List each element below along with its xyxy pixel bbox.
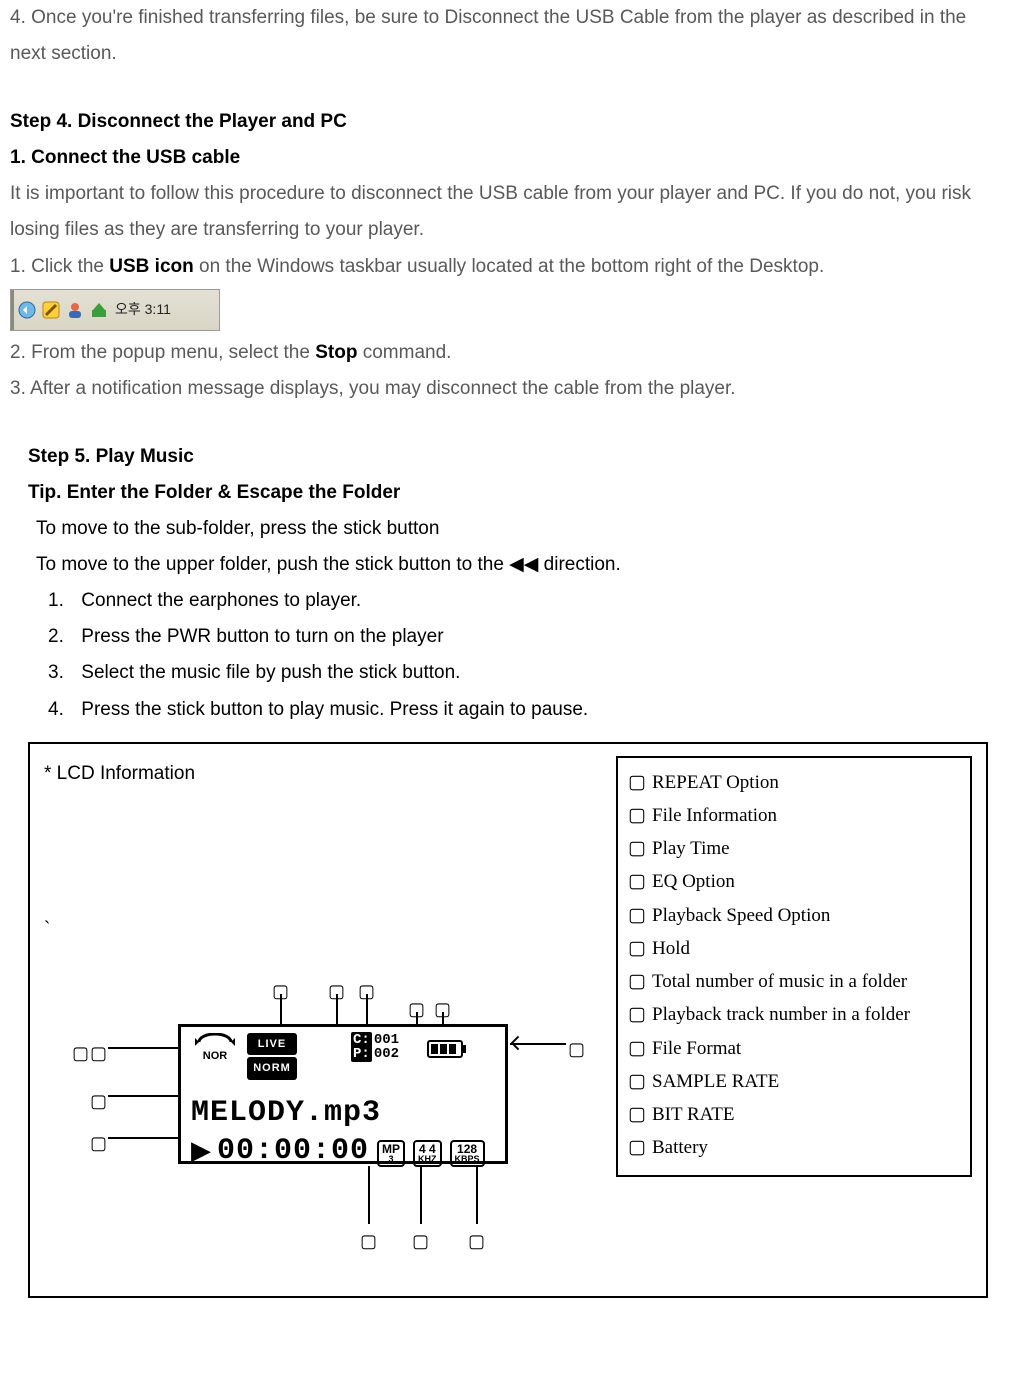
legend-item: ▢Total number of music in a folder	[628, 965, 960, 998]
step4-l2b: Stop	[315, 342, 357, 363]
step4-l1a: 1. Click the	[10, 256, 109, 277]
step4-p1: It is important to follow this procedure…	[10, 176, 1003, 248]
callout-12: ▢	[568, 1032, 585, 1066]
step4-heading: Step 4. Disconnect the Player and PC	[10, 104, 1003, 140]
lcd-eq: LIVE NORM	[247, 1033, 297, 1083]
lcd-diagram: ▢ ▢ ▢ ▢ ▢ ▢ ▢ ▢ ▢ ▢ ▢ ▢ ▢	[58, 974, 578, 1274]
tray-time: 오후 3:11	[115, 296, 171, 323]
pen-icon	[41, 300, 61, 320]
lcd-kbps: 128KBPS	[450, 1140, 485, 1167]
legend-item: ▢File Information	[628, 799, 960, 832]
legend-box: ▢REPEAT Option▢File Information▢Play Tim…	[616, 756, 972, 1177]
callout-3: ▢	[90, 1126, 107, 1160]
step5-ol-item: 1. Connect the earphones to player.	[10, 583, 1003, 619]
lcd-battery	[427, 1035, 467, 1071]
lcd-screen: NOR LIVE NORM C:001 P:002 MELODY.mp3 ▶ 0…	[178, 1024, 508, 1164]
callout-10: ▢	[412, 1224, 429, 1258]
para-4-text: 4. Once you're finished transferring fil…	[10, 7, 966, 64]
step5-ol-item: 2. Press the PWR button to turn on the p…	[10, 619, 1003, 655]
step4-l3: 3. After a notification message displays…	[10, 371, 1003, 407]
step5-ol-item: 3. Select the music file by push the sti…	[10, 655, 1003, 691]
lcd-track-p: 002	[374, 1046, 399, 1062]
legend-item: ▢Play Time	[628, 832, 960, 865]
step5-p1: To move to the sub-folder, press the sti…	[10, 511, 1003, 547]
callout-2: ▢	[90, 1084, 107, 1118]
legend-item: ▢EQ Option	[628, 865, 960, 898]
lcd-repeat: NOR	[191, 1033, 239, 1063]
legend-item: ▢File Format	[628, 1032, 960, 1065]
para-4: 4. Once you're finished transferring fil…	[10, 0, 1003, 72]
step5-p2: To move to the upper folder, push the st…	[10, 547, 1003, 583]
step5-tip: Tip. Enter the Folder & Escape the Folde…	[10, 475, 1003, 511]
callout-1b: ▢	[90, 1036, 107, 1070]
step5-ol-item: 4. Press the stick button to play music.…	[10, 692, 1003, 728]
legend-item: ▢Battery	[628, 1131, 960, 1164]
taskbar-tray: 오후 3:11	[10, 289, 220, 331]
usb-eject-icon	[89, 300, 109, 320]
step4-l1: 1. Click the USB icon on the Windows tas…	[10, 249, 1003, 285]
legend-item: ▢Playback Speed Option	[628, 899, 960, 932]
step5-heading: Step 5. Play Music	[10, 439, 1003, 475]
callout-1a: ▢	[72, 1036, 89, 1070]
lcd-playtime: 00:00:00	[217, 1123, 369, 1180]
step4-l1c: on the Windows taskbar usually located a…	[194, 256, 825, 277]
step4-l2c: command.	[357, 342, 451, 363]
volume-icon	[17, 300, 37, 320]
legend-item: ▢REPEAT Option	[628, 766, 960, 799]
callout-9: ▢	[360, 1224, 377, 1258]
callout-11: ▢	[468, 1224, 485, 1258]
lcd-format: MP3	[377, 1140, 405, 1167]
step4-l2: 2. From the popup menu, select the Stop …	[10, 335, 1003, 371]
lcd-info-box: * LCD Information ` ▢REPEAT Option▢File …	[28, 742, 988, 1298]
legend-item: ▢Hold	[628, 932, 960, 965]
step4-l2a: 2. From the popup menu, select the	[10, 342, 315, 363]
legend-item: ▢BIT RATE	[628, 1098, 960, 1131]
lcd-tracknums: C:001 P:002	[351, 1033, 399, 1062]
lcd-eq1: LIVE	[247, 1033, 297, 1056]
lcd-track-c: 001	[374, 1032, 399, 1048]
legend-item: ▢SAMPLE RATE	[628, 1065, 960, 1098]
lcd-repeat-label: NOR	[191, 1051, 239, 1063]
lcd-eq2: NORM	[247, 1057, 297, 1080]
user-icon	[65, 300, 85, 320]
step4-l1b: USB icon	[109, 256, 193, 277]
legend-item: ▢Playback track number in a folder	[628, 998, 960, 1031]
lcd-play-icon: ▶	[191, 1126, 211, 1175]
lcd-khz: 4 4KHZ	[413, 1140, 442, 1167]
step4-sub1: 1. Connect the USB cable	[10, 140, 1003, 176]
